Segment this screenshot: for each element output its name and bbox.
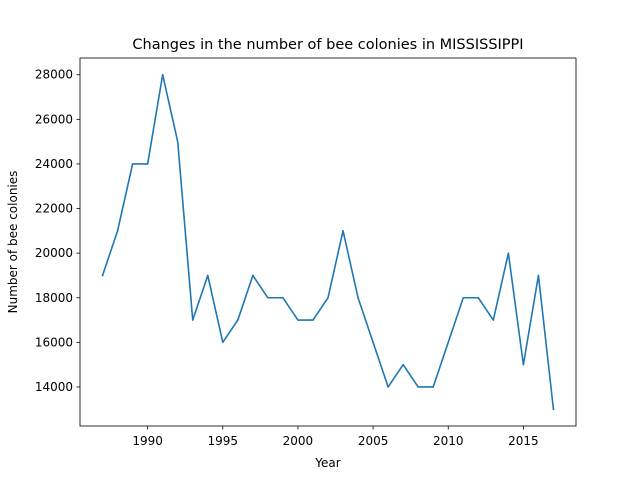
x-tick-label: 1990 [132,434,163,448]
y-tick-label: 22000 [35,202,73,216]
plot-frame [79,57,577,427]
data-point [342,230,344,232]
data-point [372,341,374,344]
data-point [312,319,314,321]
data-point [477,296,480,299]
data-point [146,163,149,165]
data-point [462,296,465,299]
series-group [101,73,555,411]
data-point [402,363,404,366]
y-axis-label: Number of bee colonies [6,171,20,314]
y-tick-label: 24000 [35,157,73,171]
data-point [417,386,419,388]
x-axis-label: Year [314,456,340,470]
data-point [131,163,134,165]
x-tick-label: 1995 [208,434,239,448]
data-point [101,274,104,277]
data-point [537,274,540,277]
data-point [327,296,329,299]
x-tick-label: 2015 [508,434,539,448]
data-point [522,363,525,366]
data-point [176,140,179,143]
data-point [237,319,239,321]
data-point [206,274,209,277]
data-point [387,386,389,388]
data-point [447,341,450,344]
data-point [432,386,435,388]
x-tick-label: 2000 [283,434,314,448]
y-tick-label: 26000 [35,112,73,126]
data-point [116,230,119,232]
chart-title: Changes in the number of bee colonies in… [132,37,523,53]
data-point [357,296,359,299]
series-line [101,73,555,411]
data-point [282,296,284,299]
x-tick-label: 2005 [358,434,389,448]
data-point [221,341,224,344]
data-point [507,252,510,254]
data-point [252,274,254,277]
x-axis-ticks: 1990 1995 2000 2005 2010 2015 [132,426,539,448]
data-point [191,319,194,321]
y-tick-label: 16000 [35,335,73,349]
data-point [161,73,164,76]
x-tick-label: 2010 [433,434,464,448]
data-point [552,408,555,411]
data-point [267,296,269,299]
y-tick-label: 18000 [35,291,73,305]
y-tick-label: 14000 [35,380,73,394]
data-point [492,319,495,321]
y-tick-label: 20000 [35,246,73,260]
y-tick-label: 28000 [35,68,73,82]
data-point [297,319,299,321]
y-axis-ticks: 14000 16000 18000 20000 22000 24000 26000 28000 [35,68,80,394]
